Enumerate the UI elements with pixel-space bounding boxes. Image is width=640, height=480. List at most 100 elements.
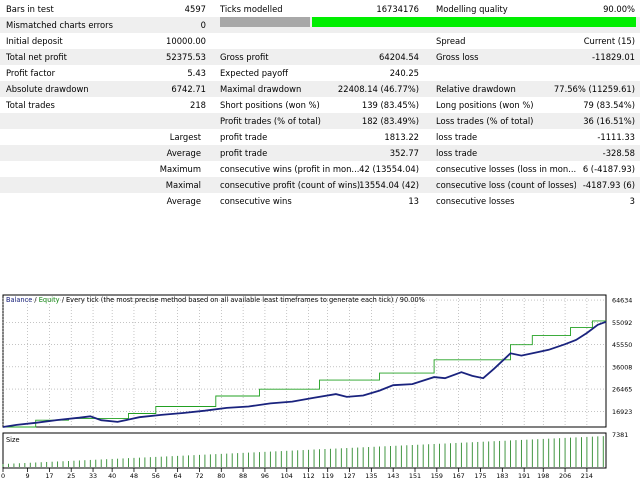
report-cell-value-2: 13554.04 (42) — [359, 180, 419, 190]
x-tick-label: 9 — [26, 472, 30, 480]
report-cell-value: 218 — [190, 100, 206, 110]
report-cell-value-3: 6 (-4187.93) — [582, 164, 635, 174]
y-tick-label: 55092 — [612, 319, 632, 327]
report-cell-value-3: 90.00% — [603, 4, 635, 14]
report-cell-value-2: 64204.54 — [379, 52, 419, 62]
report-cell-label: Mismatched charts errors — [6, 20, 113, 30]
y-tick-label: 26465 — [612, 386, 632, 394]
report-cell-label: Total net profit — [6, 52, 67, 62]
legend-description: / Every tick (the most precise method ba… — [59, 296, 425, 304]
report-cell-value — [120, 113, 206, 129]
x-tick-label: 143 — [387, 472, 399, 480]
report-cell-label-2: profit trade — [220, 148, 268, 158]
chart-legend: Balance / Equity / Every tick (the most … — [6, 296, 425, 304]
report-cell-label: Average — [166, 148, 201, 158]
report-row: Average consecutive wins 13 consecutive los… — [0, 193, 640, 209]
x-tick-label: 17 — [45, 472, 53, 480]
x-tick-label: 33 — [89, 472, 97, 480]
report-cell-label-2: profit trade — [220, 132, 268, 142]
x-tick-label: 135 — [365, 472, 377, 480]
report-cell-label-3: Relative drawdown — [436, 84, 516, 94]
report-cell-value-3: 3 — [629, 196, 635, 206]
report-cell-label-2: Gross profit — [220, 52, 269, 62]
report-cell-label-2: Profit trades (% of total) — [220, 116, 321, 126]
report-cell-label-3: Loss trades (% of total) — [436, 116, 534, 126]
report-cell-value-3: Current (15) — [583, 36, 635, 46]
report-cell-value-3: -11829.01 — [592, 52, 635, 62]
report-cell-label-3: consecutive losses (loss in mon... — [436, 164, 576, 174]
report-row: Absolute drawdown 6742.71 Maximal drawdown… — [0, 81, 640, 97]
x-tick-label: 96 — [261, 472, 269, 480]
y-tick-label: 64634 — [612, 297, 632, 305]
x-tick-label: 80 — [217, 472, 225, 480]
report-cell-value-2: 42 (13554.04) — [359, 164, 419, 174]
report-cell-label-3: Modelling quality — [436, 4, 508, 14]
report-cell-label-2: Short positions (won %) — [220, 100, 320, 110]
report-cell-value-2: 352.77 — [389, 148, 419, 158]
report-cell-label: Total trades — [6, 100, 55, 110]
x-tick-label: 40 — [108, 472, 116, 480]
x-tick-label: 198 — [537, 472, 549, 480]
x-tick-label: 112 — [302, 472, 314, 480]
report-cell-label-3: loss trade — [436, 148, 478, 158]
report-cell-value: 6742.71 — [171, 84, 206, 94]
size-panel-frame — [2, 432, 607, 469]
report-cell-value: 52375.53 — [166, 52, 206, 62]
x-tick-label: 167 — [453, 472, 465, 480]
report-cell-label: Initial deposit — [6, 36, 63, 46]
report-cell-value-3: -328.58 — [602, 148, 635, 158]
report-cell-value-2: 13 — [408, 196, 419, 206]
report-cell-label-3: Gross loss — [436, 52, 479, 62]
report-cell-value-2: 1813.22 — [384, 132, 419, 142]
report-cell-value-3: -1111.33 — [597, 132, 635, 142]
report-cell-label-3: consecutive loss (count of losses) — [436, 180, 576, 190]
report-row: Total net profit 52375.53 Gross profit 6420… — [0, 49, 640, 65]
x-tick-label: 56 — [152, 472, 160, 480]
report-row: Profit trades (% of total) 182 (83.49%) Lo… — [0, 113, 640, 129]
modelling-quality-bar-fill — [312, 17, 636, 27]
legend-balance: Balance — [6, 296, 33, 304]
report-cell-value-2: 16734176 — [376, 4, 419, 14]
report-cell-label-3: loss trade — [436, 132, 478, 142]
report-cell-value — [120, 145, 206, 161]
report-row: Maximal consecutive profit (count of wins… — [0, 177, 640, 193]
report-cell-value-2 — [300, 33, 419, 49]
report-cell-label: Bars in test — [6, 4, 54, 14]
x-tick-label: 175 — [474, 472, 486, 480]
legend-equity: Equity — [38, 296, 60, 304]
report-cell-label: Largest — [169, 132, 201, 142]
report-row: Bars in test 4597 Ticks modelled 16734176 Mo… — [0, 1, 640, 17]
report-cell-value-2: 240.25 — [389, 68, 419, 78]
y-tick-label: 36008 — [612, 363, 632, 371]
report-cell-value-2: 182 (83.49%) — [361, 116, 419, 126]
report-cell-value-3: -4187.93 (6) — [582, 180, 635, 190]
report-cell-value-2: 22408.14 (46.77%) — [337, 84, 419, 94]
balance-chart[interactable]: 64634 55092 45550 36008 26465 16923 7381 0 9 17 25… — [0, 292, 640, 480]
report-cell-value-3 — [520, 65, 635, 81]
report-cell-value — [120, 129, 206, 145]
x-tick-label: 127 — [343, 472, 355, 480]
report-row: Initial deposit 10000.00 Spread Current (15… — [0, 33, 640, 49]
report-cell-value-2: 139 (83.45%) — [361, 100, 419, 110]
x-tick-label: 0 — [1, 472, 5, 480]
x-tick-label: 183 — [496, 472, 508, 480]
report-cell-value: 4597 — [184, 4, 206, 14]
modelling-quality-bar-background — [220, 17, 310, 27]
x-tick-label: 88 — [239, 472, 247, 480]
size-tick-label: 7381 — [612, 431, 628, 439]
x-tick-label: 151 — [409, 472, 421, 480]
report-row: Largest profit trade 1813.22 loss trade -111… — [0, 129, 640, 145]
y-tick-label: 45550 — [612, 341, 632, 349]
report-cell-label: Average — [166, 196, 201, 206]
report-row: Maximum consecutive wins (profit in mon..… — [0, 161, 640, 177]
report-cell-label: Profit factor — [6, 68, 56, 78]
report-cell-label-3: Long positions (won %) — [436, 100, 534, 110]
x-tick-label: 64 — [174, 472, 182, 480]
report-cell-label-2: consecutive wins (profit in mon... — [220, 164, 360, 174]
report-cell-label-3: Spread — [436, 36, 466, 46]
size-panel-label: Size — [6, 436, 20, 444]
report-row: Total trades 218 Short positions (won %) 13… — [0, 97, 640, 113]
x-tick-label: 159 — [431, 472, 443, 480]
report-cell-value: 10000.00 — [166, 36, 206, 46]
x-tick-label: 48 — [130, 472, 138, 480]
